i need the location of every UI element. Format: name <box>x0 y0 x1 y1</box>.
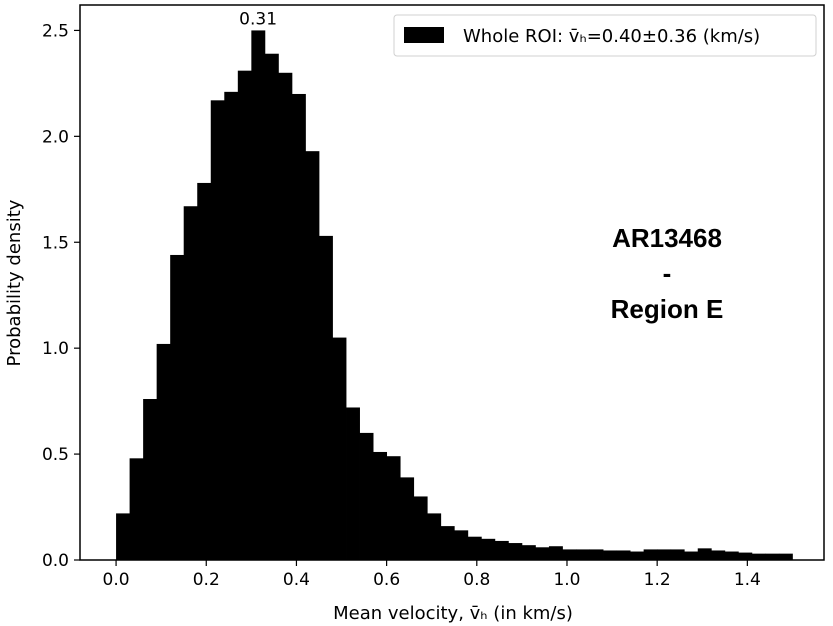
histogram-bar <box>237 70 252 560</box>
histogram-bar <box>684 551 699 560</box>
y-tick-label: 1.5 <box>42 233 69 253</box>
legend-swatch <box>404 27 444 43</box>
x-tick-label: 0.6 <box>373 570 400 590</box>
peak-value-label: 0.31 <box>239 9 277 29</box>
y-axis-label: Probability density <box>4 199 25 366</box>
annotation-line-3: Region E <box>611 294 724 324</box>
x-tick-label: 0.8 <box>463 570 490 590</box>
legend-box <box>393 14 817 57</box>
histogram-bar <box>508 543 523 560</box>
x-tick-label: 0.4 <box>283 570 310 590</box>
x-axis-ticks: 0.0 0.2 0.4 0.6 0.8 1.0 1.2 1.4 <box>103 560 761 590</box>
histogram-bar <box>724 551 739 560</box>
histogram-bar <box>548 546 563 560</box>
y-tick-label: 0.5 <box>42 445 69 465</box>
histogram-bar <box>630 551 645 560</box>
x-axis-label: Mean velocity, v̄ₕ (in km/s) <box>333 603 573 624</box>
histogram-bar <box>156 343 171 560</box>
histogram-bar <box>521 545 536 560</box>
histogram-bar <box>657 549 672 560</box>
histogram-bar <box>170 254 185 560</box>
histogram-bar <box>210 100 225 560</box>
x-tick-label: 0.2 <box>193 570 220 590</box>
histogram-bar <box>373 451 388 560</box>
histogram-bar <box>291 93 306 560</box>
histogram-bar <box>440 526 455 560</box>
histogram-bar <box>116 513 130 560</box>
histogram-bar <box>751 553 766 560</box>
x-tick-label: 1.2 <box>644 570 671 590</box>
histogram-bar <box>278 72 293 561</box>
histogram-bar <box>603 550 617 560</box>
histogram-bar <box>143 399 158 560</box>
histogram-bars <box>116 30 793 561</box>
histogram-bar <box>183 206 198 560</box>
histogram-bar <box>454 530 469 560</box>
histogram-bar <box>467 536 482 560</box>
histogram-bar <box>576 549 590 560</box>
histogram-bar <box>197 182 212 560</box>
annotation-line-1: AR13468 <box>612 223 722 253</box>
y-tick-label: 1.0 <box>42 339 69 359</box>
histogram-bar <box>264 53 279 560</box>
histogram-bar <box>332 337 347 560</box>
histogram-bar <box>224 91 239 561</box>
histogram-bar <box>765 553 780 560</box>
histogram-bar <box>305 151 320 560</box>
histogram-bar <box>427 513 442 560</box>
x-tick-label: 0.0 <box>103 570 130 590</box>
histogram-bar <box>129 458 144 560</box>
histogram-bar <box>589 549 604 560</box>
annotation-line-2: - <box>663 258 672 288</box>
x-tick-label: 1.4 <box>734 570 761 590</box>
y-tick-label: 0.0 <box>42 551 69 571</box>
histogram-bar <box>535 547 550 560</box>
histogram-bar <box>386 456 401 560</box>
histogram-bar <box>616 550 631 560</box>
histogram-bar <box>400 477 415 560</box>
histogram-bar <box>562 549 577 560</box>
histogram-bar <box>778 553 793 560</box>
plot-frame <box>79 4 825 561</box>
y-axis-ticks: 0.0 0.5 1.0 1.5 2.0 2.5 <box>42 21 80 571</box>
histogram-bar <box>711 550 726 560</box>
histogram-bar <box>494 540 509 560</box>
histogram-bar <box>318 235 333 560</box>
y-tick-label: 2.5 <box>42 21 69 41</box>
histogram-bar <box>738 552 753 560</box>
y-tick-label: 2.0 <box>42 127 69 147</box>
histogram-bar <box>643 549 658 560</box>
histogram-bar <box>346 407 360 560</box>
x-tick-label: 1.0 <box>553 570 580 590</box>
histogram-bar <box>359 432 374 560</box>
histogram-bar <box>413 496 428 560</box>
region-annotation: AR13468 - Region E <box>611 223 724 324</box>
legend: Whole ROI: v̄ₕ=0.40±0.36 (km/s) <box>393 14 817 57</box>
histogram-bar <box>697 548 712 560</box>
histogram-bar <box>670 549 685 560</box>
histogram-bar <box>251 30 266 560</box>
legend-label: Whole ROI: v̄ₕ=0.40±0.36 (km/s) <box>463 26 760 47</box>
histogram-bar <box>481 538 496 560</box>
